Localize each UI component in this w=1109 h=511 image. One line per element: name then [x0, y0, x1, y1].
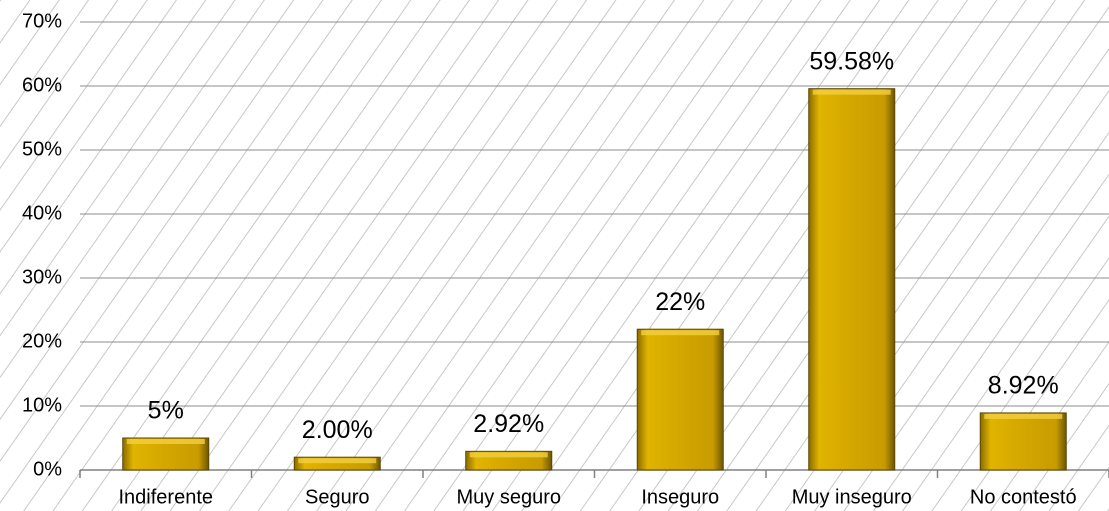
x-tick-label: Muy inseguro	[792, 486, 912, 508]
x-tick-label: Seguro	[305, 486, 370, 508]
bar-highlight	[641, 330, 720, 336]
y-tick-label: 30%	[22, 266, 62, 288]
x-tick-label: No contestó	[970, 486, 1077, 508]
x-tick-label: Muy seguro	[457, 486, 562, 508]
bar-highlight	[298, 458, 377, 464]
bar-highlight	[469, 452, 548, 458]
value-label: 5%	[148, 397, 184, 425]
y-tick-label: 0%	[33, 458, 62, 480]
bar	[636, 328, 724, 471]
value-label: 2.92%	[473, 410, 544, 438]
value-label: 22%	[655, 288, 705, 316]
bar-highlight	[812, 89, 891, 95]
x-tick-label: Indiferente	[118, 486, 213, 508]
x-tick-label: Inseguro	[641, 486, 719, 508]
y-tick-label: 40%	[22, 202, 62, 224]
value-label: 59.58%	[809, 47, 894, 75]
y-tick-label: 10%	[22, 394, 62, 416]
bar	[808, 88, 896, 471]
y-tick-label: 70%	[22, 10, 62, 32]
y-tick-label: 20%	[22, 330, 62, 352]
value-label: 2.00%	[302, 416, 373, 444]
value-label: 8.92%	[988, 372, 1059, 400]
bar-highlight	[126, 439, 205, 444]
bar	[979, 412, 1067, 471]
y-tick-label: 50%	[22, 138, 62, 160]
bar-highlight	[984, 413, 1063, 419]
y-tick-label: 60%	[22, 74, 62, 96]
